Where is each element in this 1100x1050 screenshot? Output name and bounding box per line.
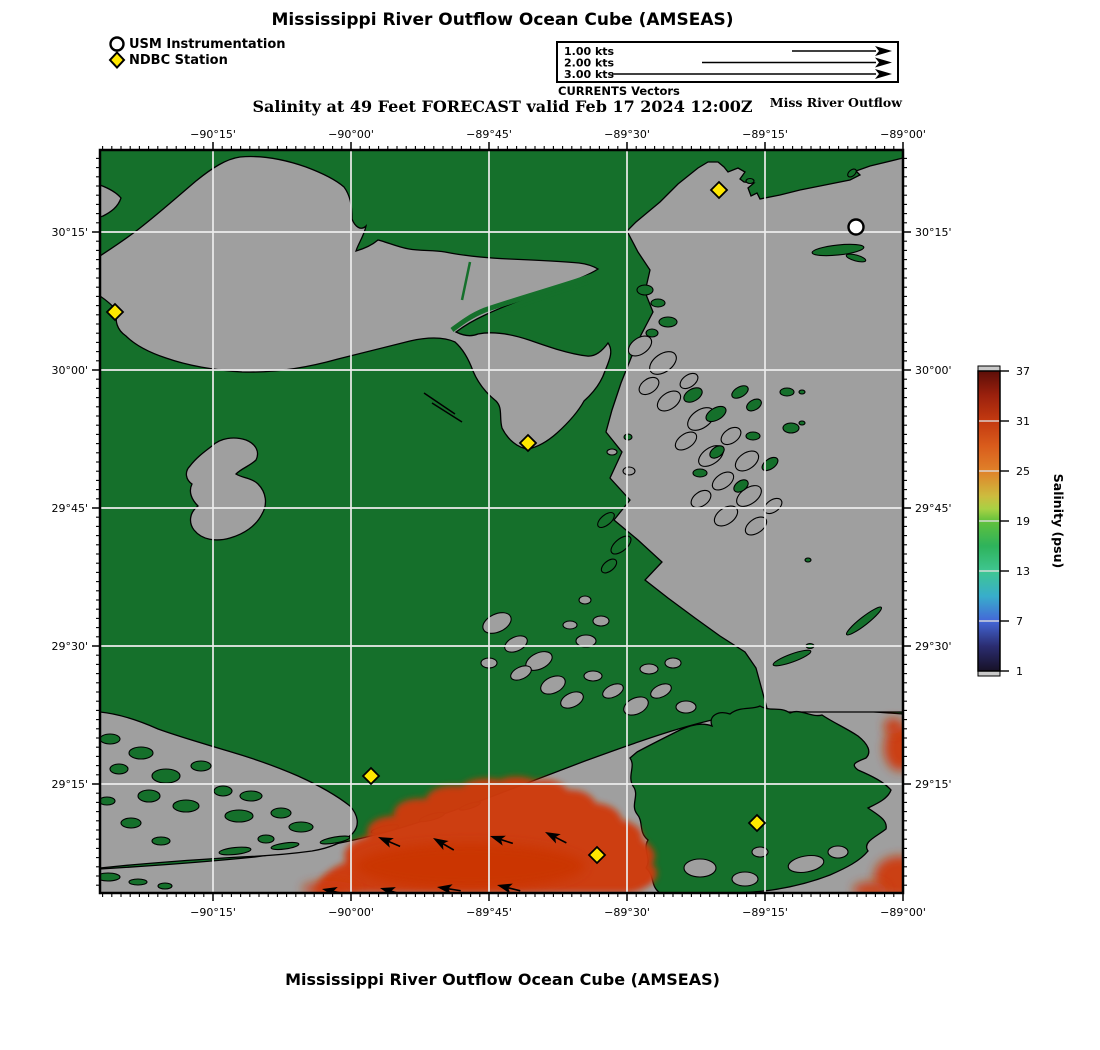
lat-label-left: 29°30' [51, 640, 88, 653]
pontchartrain-mass [100, 155, 612, 450]
page-title: Mississippi River Outflow Ocean Cube (AM… [271, 10, 734, 30]
lon-label-bottom: −90°15' [190, 906, 236, 919]
colorbar-tick-label: 13 [1016, 565, 1030, 578]
salinity-plume [302, 718, 903, 893]
current-arrow [433, 838, 455, 851]
usm-legend-label: USM Instrumentation [129, 36, 286, 52]
lat-label-left: 30°00' [51, 364, 88, 377]
lat-label-left: 29°15' [51, 778, 88, 791]
lon-label-top: −89°45' [466, 128, 512, 141]
lon-label-top: −90°00' [328, 128, 374, 141]
bottom-title: Mississippi River Outflow Ocean Cube (AM… [285, 970, 720, 989]
usm-circle-icon [109, 36, 125, 52]
currents-vector-scale-box: 1.00 kts 2.00 kts 3.00 kts [556, 41, 899, 83]
ndbc-legend-label: NDBC Station [129, 52, 228, 68]
axis-tick-labels: −90°15' −90°15' −90°00' −90°00' −89°45' −89°4… [51, 128, 951, 919]
ndbc-station-marker [709, 180, 729, 200]
currents-scale-label: 1.00 kts [564, 45, 615, 58]
colorbar-ticks: 37 31 25 19 13 7 1 [979, 365, 1030, 678]
currents-scale-arrowhead [875, 69, 892, 79]
lon-label-bottom: −89°30' [604, 906, 650, 919]
currents-scale-label: 3.00 kts [564, 68, 615, 79]
mid-two-lobe-island [185, 437, 267, 541]
colorbar-tick-label: 1 [1016, 665, 1023, 678]
lat-label-right: 30°15' [915, 226, 952, 239]
colorbar: 37 31 25 19 13 7 1 Salinity (psu) [977, 365, 1066, 678]
tidal-channels [450, 261, 596, 332]
ndbc-station-marker [361, 766, 381, 786]
spoil-bank-slivers [423, 392, 463, 423]
lon-label-top: −90°15' [190, 128, 236, 141]
forecast-subtitle: Salinity at 49 Feet FORECAST valid Feb 1… [252, 97, 753, 116]
lon-label-bottom: −90°00' [328, 906, 374, 919]
colorbar-tick-label: 37 [1016, 365, 1030, 378]
current-arrow [497, 883, 521, 893]
ndbc-diamond-icon [108, 51, 126, 69]
lat-label-left: 30°15' [51, 226, 88, 239]
lon-label-top: −89°15' [742, 128, 788, 141]
axis-ticks [92, 142, 911, 901]
current-arrow [378, 837, 401, 848]
current-arrow [490, 835, 514, 846]
ndbc-station-marker [105, 302, 125, 322]
lon-label-top: −89°30' [604, 128, 650, 141]
colorbar-tick-label: 25 [1016, 465, 1030, 478]
colorbar-tick-label: 19 [1016, 515, 1030, 528]
colorbar-axis-label: Salinity (psu) [1051, 474, 1066, 568]
station-markers [105, 180, 865, 865]
marsh-islands-green [100, 168, 883, 890]
currents-scale-arrowhead [875, 57, 892, 68]
breton-delta-green [629, 705, 892, 893]
marker-legend: USM Instrumentation NDBC Station [108, 36, 286, 69]
left-edge-tongue [100, 184, 122, 218]
graticule-gridlines [100, 150, 903, 893]
colorbar-tick-label: 7 [1016, 615, 1023, 628]
legend-row-ndbc: NDBC Station [108, 51, 286, 69]
lon-label-bottom: −89°45' [466, 906, 512, 919]
lat-label-right: 29°30' [915, 640, 952, 653]
lat-label-right: 29°15' [915, 778, 952, 791]
lon-label-bottom: −89°00' [880, 906, 926, 919]
map-frame [98, 148, 905, 895]
colorbar-tick-label: 31 [1016, 415, 1030, 428]
current-arrow [545, 832, 567, 844]
delta-bays-gray [683, 845, 849, 887]
currents-caption: CURRENTS Vectors [558, 84, 680, 98]
usm-instrumentation-marker [847, 218, 865, 236]
currents-scale-arrowhead [875, 46, 892, 56]
lat-label-left: 29°45' [51, 502, 88, 515]
lat-label-right: 30°00' [915, 364, 952, 377]
legend-row-usm: USM Instrumentation [108, 36, 286, 52]
lat-label-right: 29°45' [915, 502, 952, 515]
lon-label-top: −89°00' [880, 128, 926, 141]
ndbc-station-marker [518, 433, 538, 453]
lon-label-bottom: −89°15' [742, 906, 788, 919]
outflow-note: Miss River Outflow [769, 95, 902, 110]
ndbc-station-marker [587, 845, 607, 865]
ndbc-station-marker [747, 813, 767, 833]
currents-scale-label: 2.00 kts [564, 57, 615, 70]
